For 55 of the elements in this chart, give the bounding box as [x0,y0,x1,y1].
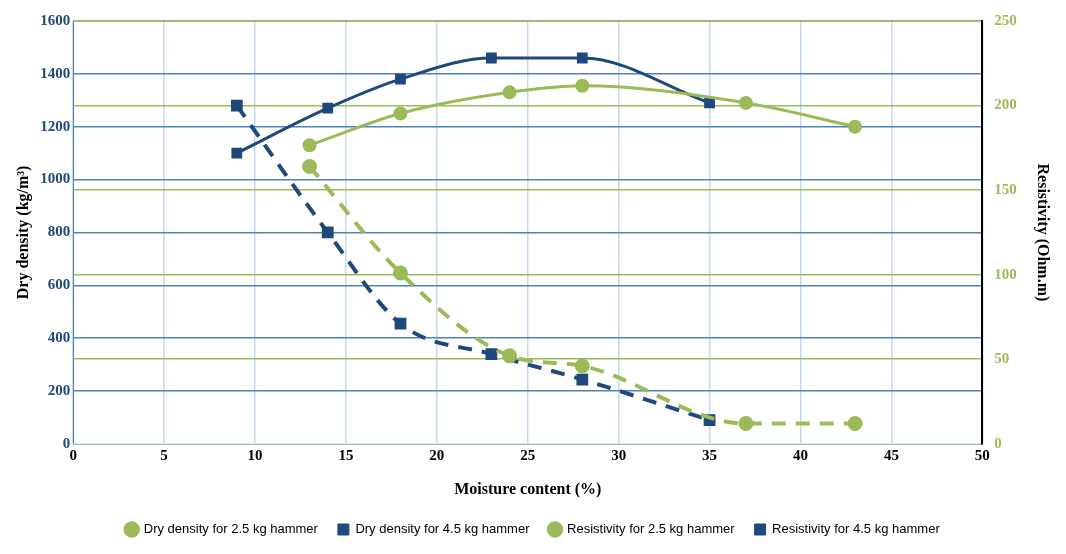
y-tick-label: 200 [47,381,71,398]
y2-tick-label: 250 [994,11,1017,28]
point [575,78,590,93]
point [847,416,863,432]
point [486,52,497,64]
point [576,52,588,64]
y-tick-label: 1600 [40,11,71,28]
x-tick-label: 15 [338,446,354,463]
point [502,348,518,364]
point [230,99,243,112]
y-tick-label: 1000 [40,170,71,187]
y-tick-label: 400 [47,328,71,345]
x-tick-label: 25 [520,446,536,463]
y2-tick-label: 50 [994,350,1010,367]
x-tick-label: 45 [883,446,899,463]
point [322,102,334,114]
y-tick-label: 1400 [40,64,71,81]
x-tick-label: 40 [792,446,808,463]
point [392,265,408,281]
y-tick-label: 1200 [40,117,71,134]
legend-label: Resistivity for 4.5 kg hammer [772,521,941,537]
point [302,158,318,174]
point [704,97,715,109]
y2-tick-label: 150 [994,180,1017,197]
x-tick-label: 5 [160,446,168,463]
point [485,348,498,361]
y-tick-label: 800 [47,223,71,240]
y-axis-title: Dry density (kg/m³) [13,165,32,300]
x-tick-label: 10 [247,446,263,463]
y-tick-label: 600 [47,276,71,293]
point [738,416,754,432]
point [321,226,334,239]
x-tick-label: 20 [429,446,445,463]
y2-tick-label: 0 [994,434,1002,451]
point [394,317,407,330]
point [231,147,243,159]
legend-label: Dry density for 2.5 kg hammer [143,521,319,537]
y2-axis-title: Resistivity (Ohm.m) [1034,163,1053,302]
x-tick-label: 35 [702,446,718,463]
point [302,138,317,153]
legend-label: Resistivity for 2.5 kg hammer [567,521,736,537]
x-axis-title: Moisture content (%) [454,479,602,498]
x-tick-label: 50 [974,446,990,463]
point [395,73,406,85]
x-tick-label: 30 [611,446,627,463]
point [848,119,863,134]
legend-label: Dry density for 4.5 kg hammer [355,521,531,537]
point [502,85,517,100]
point [393,106,408,121]
point [738,95,753,110]
y-tick-label: 0 [62,434,71,451]
y2-tick-label: 200 [994,96,1017,113]
point [576,373,589,386]
y2-tick-label: 100 [994,265,1017,282]
point [574,358,590,374]
